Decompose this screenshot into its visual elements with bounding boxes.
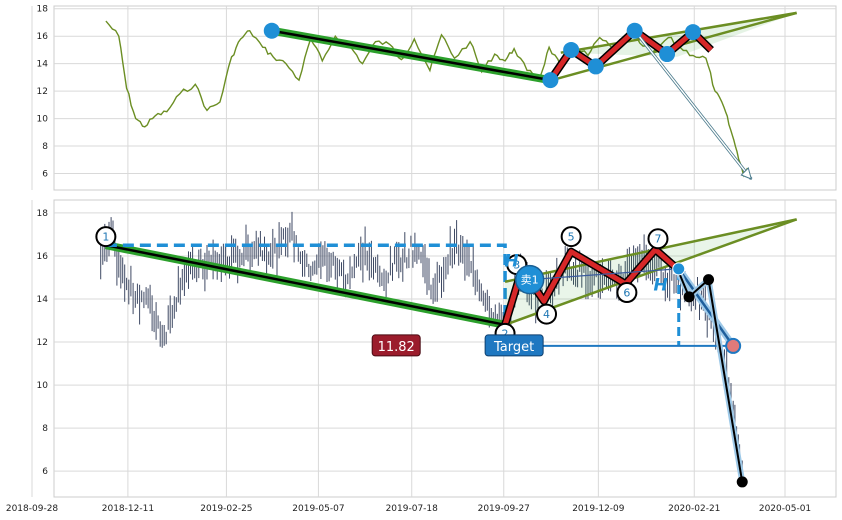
wave-label-6: 6	[623, 287, 630, 300]
wave-label-5: 5	[568, 231, 575, 244]
bottom-y-tick-label: 10	[37, 381, 49, 391]
top-pivot-node	[659, 46, 676, 63]
top-projection-arrow	[634, 30, 752, 180]
wave-label-7: 7	[654, 233, 661, 246]
top-pivot-node	[542, 72, 559, 89]
bottom-y-tick-label: 8	[42, 424, 48, 434]
top-price-line	[105, 20, 749, 178]
price-label-box	[371, 334, 421, 357]
bottom-trend-core	[105, 243, 506, 327]
bottom-drop-node	[683, 291, 695, 303]
x-tick-label: 2018-12-11	[102, 504, 154, 514]
target-label: Target	[493, 340, 534, 355]
top-triangle-upper	[560, 11, 797, 54]
x-tick-label: 2019-05-07	[292, 504, 344, 514]
bottom-y-tick-label: 6	[42, 467, 48, 477]
top-pivot-node	[626, 22, 643, 39]
x-tick-label: 2019-09-27	[478, 504, 530, 514]
bottom-projection-core	[677, 268, 735, 347]
wave-label-3: 3	[513, 259, 520, 272]
wave-circle-7	[647, 228, 669, 250]
top-y-tick-label: 10	[37, 115, 49, 125]
top-y-tick-label: 16	[37, 32, 49, 42]
x-tick-label: 2020-05-01	[759, 504, 811, 514]
x-axis: 2018-09-28 2018-12-11 2019-02-25 2019-05-07…	[6, 504, 811, 514]
x-tick-label: 2019-12-09	[572, 504, 625, 514]
top-pivot-node	[587, 58, 604, 75]
bottom-y-tick-label: 12	[37, 338, 48, 348]
bottom-y-tick-label: 14	[37, 295, 49, 305]
bottom-target-node	[725, 337, 742, 354]
top-projection-arrowhead	[740, 167, 753, 180]
bottom-y-tick-label: 16	[37, 252, 49, 262]
target-label-box	[484, 334, 544, 357]
top-y-tick-label: 6	[42, 170, 48, 180]
top-pivot-node	[684, 24, 701, 41]
bottom-resistance-dashed	[105, 243, 507, 325]
bottom-drop-node	[703, 274, 715, 286]
x-tick-label: 2018-09-28	[6, 504, 59, 514]
bottom-sell-guide	[529, 268, 678, 281]
wave-circle-5	[560, 226, 582, 248]
bottom-drop-line	[676, 268, 744, 483]
wave-circle-1	[95, 226, 117, 248]
sell-marker	[514, 264, 545, 295]
bottom-breakout-node	[672, 262, 686, 276]
bottom-y-tick-label: 18	[37, 209, 49, 219]
wave-circle-4	[536, 303, 558, 325]
bottom-frame	[53, 199, 837, 498]
top-y-tick-label: 14	[37, 60, 49, 70]
wave-label-4: 4	[543, 308, 550, 321]
top-pivot-node	[263, 22, 280, 39]
x-tick-label: 2019-02-25	[200, 504, 252, 514]
wave-label-1: 1	[102, 231, 109, 244]
top-y-tick-label: 12	[37, 87, 48, 97]
top-y-tick-label: 18	[37, 5, 49, 15]
top-pivot-node	[563, 41, 580, 58]
x-tick-label: 2019-07-18	[386, 504, 439, 514]
top-trend-core	[271, 29, 551, 82]
h-label: H	[504, 252, 518, 272]
bottom-drop-node	[736, 476, 748, 488]
wave-label-2: 2	[502, 327, 509, 340]
top-y-tick-label: 8	[42, 142, 48, 152]
top-panel: 6 8 10 12 14 16 18	[31, 5, 837, 191]
price-label: 11.82	[378, 340, 415, 355]
h-label: H	[653, 275, 667, 295]
x-tick-label: 2020-02-21	[668, 504, 720, 514]
sell-marker-label: 卖1	[521, 274, 539, 287]
wave-circle-6	[616, 282, 638, 304]
